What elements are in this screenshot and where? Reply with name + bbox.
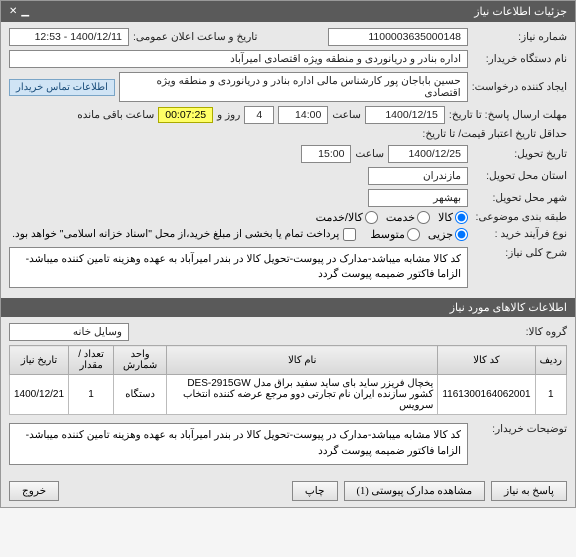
buyer-org-value: اداره بنادر و دریانوردی و منطقه ویژه اقت… [9, 50, 468, 68]
items-body: گروه کالا: وسایل خانه ردیف کد کالا نام ک… [1, 317, 575, 475]
radio-medium-input[interactable] [407, 228, 420, 241]
remaining-time: 00:07:25 [158, 107, 213, 123]
th-unit: واحد شمارش [114, 346, 167, 375]
panel-header: جزئیات اطلاعات نیاز ▁ ✕ [1, 1, 575, 22]
payment-checkbox[interactable] [343, 228, 356, 241]
remaining-label: ساعت باقی مانده [77, 109, 154, 121]
th-name: نام کالا [167, 346, 438, 375]
radio-medium[interactable]: متوسط [370, 228, 420, 241]
deadline-time-label: ساعت [332, 109, 361, 121]
delivery-time: 15:00 [301, 145, 351, 163]
payment-checkbox-row: پرداخت تمام یا بخشی از مبلغ خرید،از محل … [12, 228, 356, 241]
need-no-label: شماره نیاز: [472, 31, 567, 43]
table-header-row: ردیف کد کالا نام کالا واحد شمارش تعداد /… [10, 346, 567, 375]
th-code: کد کالا [438, 346, 535, 375]
radio-both-input[interactable] [365, 211, 378, 224]
general-title-label: شرح کلی نیاز: [472, 247, 567, 259]
cell-date: 1400/12/21 [10, 375, 69, 415]
announce-label: تاریخ و ساعت اعلان عمومی: [133, 31, 257, 43]
general-title-value: کد کالا مشابه میباشد-مدارک در پیوست-تحوی… [9, 247, 468, 289]
delivery-label: تاریخ تحویل: [472, 148, 567, 160]
radio-goods-input[interactable] [455, 211, 468, 224]
days-value: 4 [244, 106, 274, 124]
city-value: بهشهر [368, 189, 468, 207]
minimize-icon[interactable]: ▁ [21, 6, 29, 17]
deadline-date: 1400/12/15 [365, 106, 445, 124]
cell-qty: 1 [69, 375, 114, 415]
table-row[interactable]: 1 1161300164062001 یخچال فریزر ساید بای … [10, 375, 567, 415]
need-no-value: 1100003635000148 [328, 28, 468, 46]
cell-code: 1161300164062001 [438, 375, 535, 415]
reply-button[interactable]: پاسخ به نیاز [491, 481, 567, 501]
radio-both[interactable]: کالا/خدمت [316, 211, 378, 224]
category-radio-group: کالا خدمت کالا/خدمت [316, 211, 468, 224]
close-icon[interactable]: ✕ [9, 6, 17, 17]
process-label: نوع فرآیند خرید : [472, 228, 567, 240]
radio-service[interactable]: خدمت [386, 211, 430, 224]
th-qty: تعداد / مقدار [69, 346, 114, 375]
radio-goods[interactable]: کالا [438, 211, 468, 224]
radio-service-input[interactable] [417, 211, 430, 224]
footer-buttons: پاسخ به نیاز مشاهده مدارک پیوستی (1) چاپ… [1, 475, 575, 507]
process-radio-group: جزیی متوسط [370, 228, 468, 241]
cell-unit: دستگاه [114, 375, 167, 415]
contact-buyer-button[interactable]: اطلاعات تماس خریدار [9, 79, 115, 96]
announce-value: 1400/12/11 - 12:53 [9, 28, 129, 46]
payment-note: پرداخت تمام یا بخشی از مبلغ خرید،از محل … [12, 228, 339, 240]
buyer-note-value: کد کالا مشابه میباشد-مدارک در پیوست-تحوی… [9, 423, 468, 465]
close-button[interactable]: خروج [9, 481, 59, 501]
panel-body: شماره نیاز: 1100003635000148 تاریخ و ساع… [1, 22, 575, 298]
attachments-button[interactable]: مشاهده مدارک پیوستی (1) [344, 481, 486, 501]
group-label: گروه کالا: [526, 326, 567, 338]
need-details-panel: جزئیات اطلاعات نیاز ▁ ✕ شماره نیاز: 1100… [0, 0, 576, 508]
deadline-time: 14:00 [278, 106, 328, 124]
items-header: اطلاعات کالاهای مورد نیاز [1, 298, 575, 317]
header-icons: ▁ ✕ [9, 6, 29, 17]
th-date: تاریخ نیاز [10, 346, 69, 375]
panel-title: جزئیات اطلاعات نیاز [474, 5, 567, 18]
items-table: ردیف کد کالا نام کالا واحد شمارش تعداد /… [9, 345, 567, 415]
delivery-date: 1400/12/25 [388, 145, 468, 163]
days-label: روز و [217, 109, 240, 121]
province-label: استان محل تحویل: [472, 170, 567, 182]
requester-value: حسین باباجان پور کارشناس مالی اداره بناد… [119, 72, 468, 102]
th-row: ردیف [535, 346, 566, 375]
province-value: مازندران [368, 167, 468, 185]
buyer-org-label: نام دستگاه خریدار: [472, 53, 567, 65]
print-button[interactable]: چاپ [292, 481, 338, 501]
cell-name: یخچال فریزر ساید بای ساید سفید براق مدل … [167, 375, 438, 415]
city-label: شهر محل تحویل: [472, 192, 567, 204]
radio-partial[interactable]: جزیی [428, 228, 468, 241]
category-label: طبقه بندی موضوعی: [472, 211, 567, 223]
send-deadline-label: مهلت ارسال پاسخ: تا تاریخ: [449, 109, 567, 122]
requester-label: ایجاد کننده درخواست: [472, 81, 567, 93]
radio-partial-input[interactable] [455, 228, 468, 241]
delivery-time-label: ساعت [355, 148, 384, 160]
group-value: وسایل خانه [9, 323, 129, 341]
cell-row: 1 [535, 375, 566, 415]
price-deadline-label: حداقل تاریخ اعتبار قیمت/ تا تاریخ: [422, 128, 567, 141]
buyer-note-label: توضیحات خریدار: [472, 423, 567, 435]
